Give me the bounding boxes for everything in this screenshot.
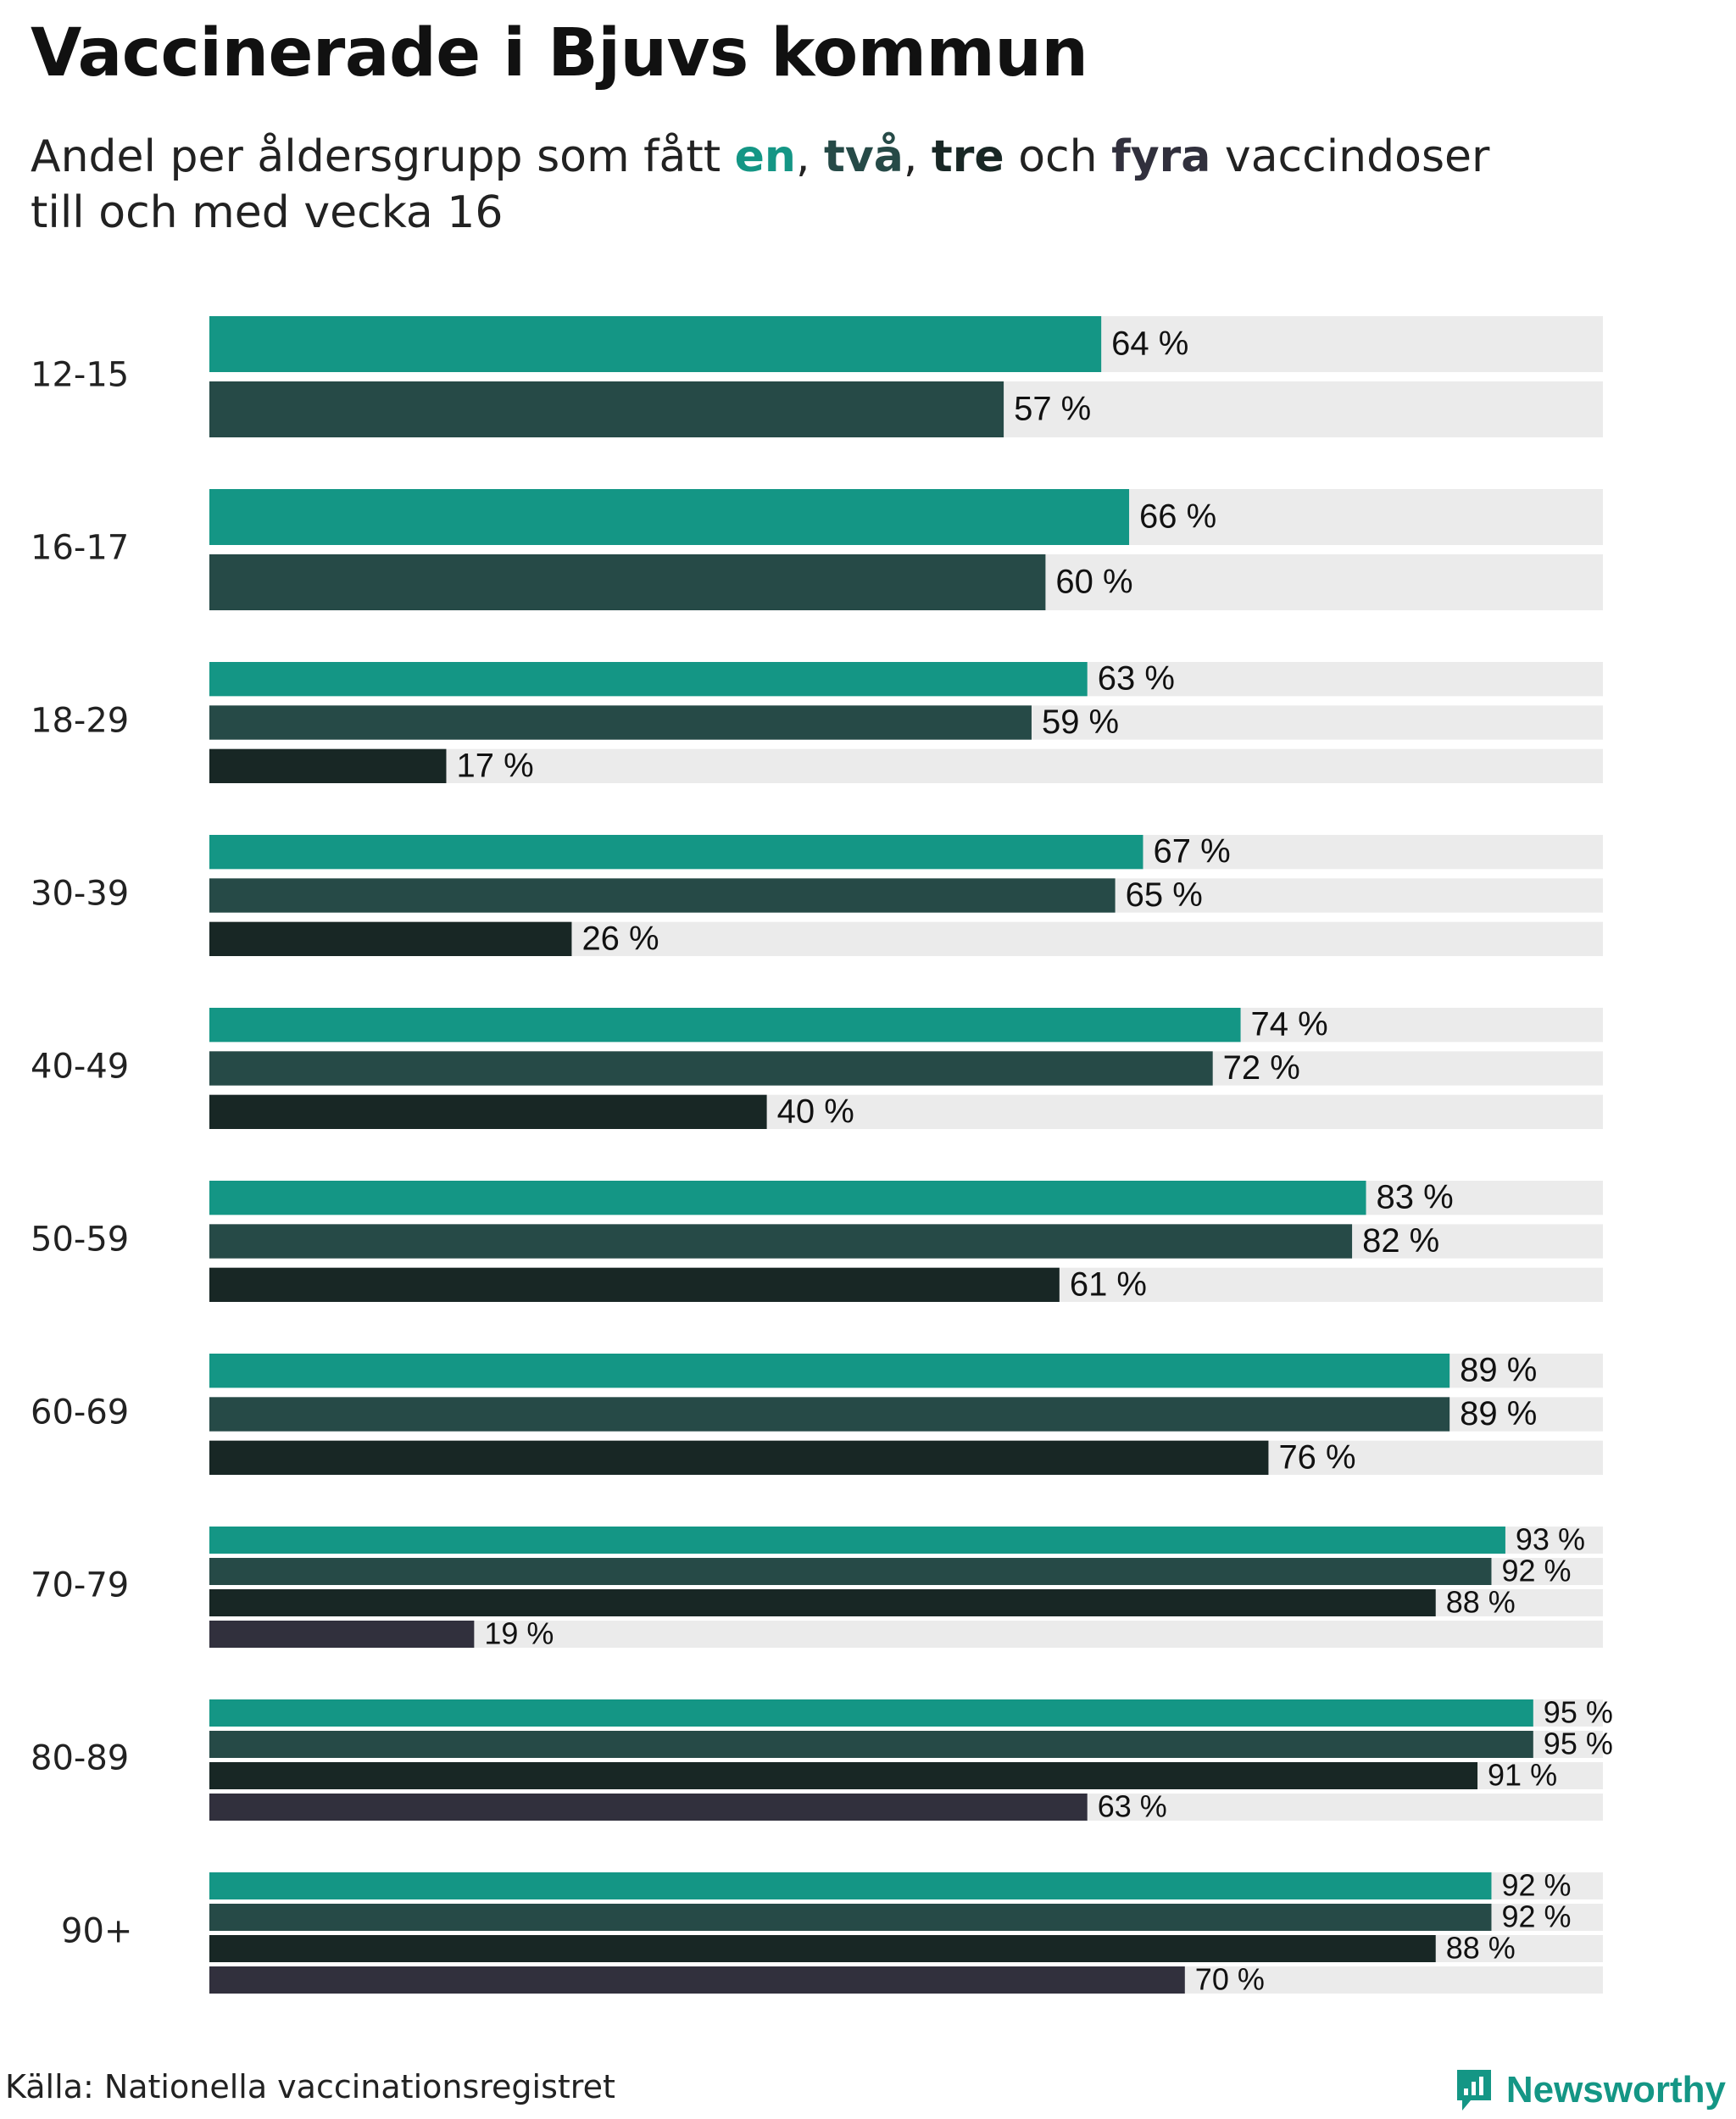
data-label: 57 % bbox=[1014, 391, 1091, 428]
legend-key-fyra: fyra bbox=[1111, 131, 1211, 182]
data-label: 92 % bbox=[1501, 1554, 1571, 1588]
data-label: 89 % bbox=[1460, 1395, 1537, 1432]
data-label: 65 % bbox=[1126, 876, 1203, 914]
bar-30-39-en bbox=[209, 835, 1143, 870]
bar-16-17-två bbox=[209, 554, 1046, 610]
bar-18-29-två bbox=[209, 705, 1032, 740]
subtitle-text: vaccindoser bbox=[1210, 131, 1490, 182]
bar-60-69-en bbox=[209, 1354, 1450, 1388]
bar-80-89-två bbox=[209, 1731, 1533, 1758]
bar-70-79-tre bbox=[209, 1589, 1436, 1616]
category-label: 60-69 bbox=[31, 1393, 129, 1432]
bar-12-15-två bbox=[209, 381, 1004, 437]
bar-70-79-en bbox=[209, 1527, 1505, 1554]
data-label: 67 % bbox=[1153, 833, 1230, 870]
bar-90+-två bbox=[209, 1904, 1492, 1931]
data-label: 88 % bbox=[1446, 1585, 1516, 1620]
bar-60-69-tre bbox=[209, 1440, 1269, 1475]
legend-key-tre: tre bbox=[931, 131, 1004, 182]
data-label: 70 % bbox=[1195, 1962, 1265, 1997]
bar-30-39-tre bbox=[209, 921, 572, 956]
category-label: 18-29 bbox=[31, 702, 129, 741]
data-label: 19 % bbox=[484, 1616, 554, 1651]
data-label: 76 % bbox=[1278, 1438, 1355, 1476]
data-label: 74 % bbox=[1251, 1006, 1328, 1043]
brand-logo: Newsworthy bbox=[1454, 2066, 1726, 2114]
legend-key-en: en bbox=[734, 131, 796, 182]
data-label: 72 % bbox=[1223, 1049, 1300, 1087]
data-label: 64 % bbox=[1111, 325, 1188, 363]
subtitle-line2: till och med vecka 16 bbox=[31, 187, 504, 238]
bar-70-79-två bbox=[209, 1558, 1492, 1585]
brand-name: Newsworthy bbox=[1505, 2069, 1726, 2111]
chart-title: Vaccinerade i Bjuvs kommun bbox=[31, 15, 1088, 92]
bar-12-15-en bbox=[209, 316, 1102, 372]
data-label: 95 % bbox=[1544, 1727, 1613, 1761]
bar-80-89-fyra bbox=[209, 1794, 1088, 1821]
data-label: 60 % bbox=[1055, 564, 1132, 601]
category-label: 80-89 bbox=[31, 1739, 129, 1778]
bar-80-89-en bbox=[209, 1699, 1533, 1727]
source-note: Källa: Nationella vaccinationsregistret bbox=[5, 2068, 615, 2105]
bar-40-49-en bbox=[209, 1008, 1241, 1043]
data-label: 63 % bbox=[1098, 1789, 1167, 1824]
data-label: 92 % bbox=[1501, 1899, 1571, 1934]
category-label: 16-17 bbox=[31, 529, 129, 568]
bar-30-39-två bbox=[209, 878, 1116, 913]
bar-40-49-tre bbox=[209, 1094, 767, 1129]
data-label: 82 % bbox=[1362, 1222, 1439, 1260]
bar-18-29-en bbox=[209, 662, 1088, 697]
category-label: 40-49 bbox=[31, 1048, 129, 1087]
data-label: 95 % bbox=[1544, 1695, 1613, 1730]
bar-50-59-tre bbox=[209, 1267, 1060, 1302]
subtitle-text: Andel per åldersgrupp som fått bbox=[31, 131, 735, 182]
data-label: 88 % bbox=[1446, 1931, 1516, 1966]
data-label: 26 % bbox=[581, 920, 659, 957]
category-label: 30-39 bbox=[31, 875, 129, 914]
bar-50-59-en bbox=[209, 1181, 1366, 1215]
data-label: 63 % bbox=[1098, 660, 1175, 698]
bar-90+-fyra bbox=[209, 1966, 1185, 1994]
subtitle-sep: och bbox=[1004, 131, 1112, 182]
data-label: 93 % bbox=[1516, 1522, 1585, 1557]
data-label: 89 % bbox=[1460, 1352, 1537, 1389]
bar-90+-tre bbox=[209, 1935, 1436, 1962]
bar-40-49-två bbox=[209, 1051, 1213, 1086]
bar-90+-en bbox=[209, 1872, 1492, 1899]
data-label: 83 % bbox=[1377, 1179, 1454, 1216]
data-label: 91 % bbox=[1488, 1758, 1557, 1793]
data-label: 59 % bbox=[1042, 704, 1119, 741]
subtitle-sep: , bbox=[903, 131, 932, 182]
bar-18-29-tre bbox=[209, 748, 447, 783]
data-label: 40 % bbox=[777, 1093, 854, 1130]
bar-16-17-en bbox=[209, 489, 1130, 545]
category-label: 70-79 bbox=[31, 1566, 129, 1605]
category-label: 12-15 bbox=[31, 356, 129, 395]
data-label: 66 % bbox=[1139, 498, 1216, 536]
chart-subtitle: Andel per åldersgrupp som fått en, två, … bbox=[31, 129, 1641, 241]
category-label: 90+ bbox=[61, 1912, 132, 1951]
data-label: 92 % bbox=[1501, 1868, 1571, 1903]
category-label: 50-59 bbox=[31, 1221, 129, 1260]
newsworthy-logo-icon bbox=[1456, 2070, 1491, 2111]
subtitle-sep: , bbox=[795, 131, 825, 182]
bar-80-89-tre bbox=[209, 1762, 1478, 1789]
data-label: 17 % bbox=[456, 747, 533, 784]
data-label: 61 % bbox=[1070, 1265, 1147, 1303]
bar-50-59-två bbox=[209, 1224, 1353, 1259]
bar-70-79-fyra bbox=[209, 1621, 475, 1648]
legend-key-tva: två bbox=[824, 131, 904, 182]
bar-60-69-två bbox=[209, 1397, 1450, 1432]
